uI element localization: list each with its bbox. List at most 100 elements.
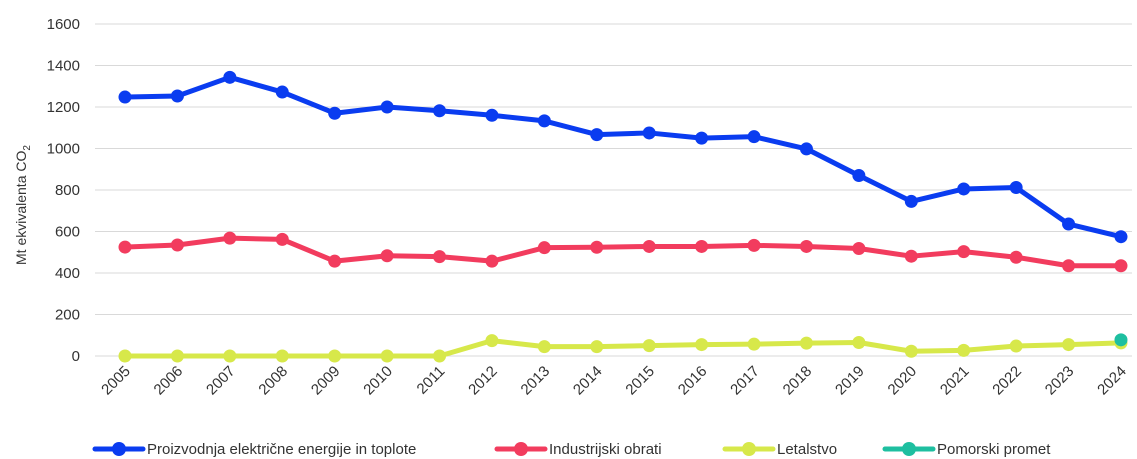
data-point: [485, 108, 499, 122]
data-point: [223, 349, 237, 363]
y-tick-label: 200: [55, 307, 80, 324]
x-tick-label: 2008: [255, 363, 291, 399]
data-point: [957, 182, 971, 196]
data-point: [1114, 230, 1128, 244]
y-tick-label: 800: [55, 182, 80, 199]
y-tick-label: 1000: [47, 141, 80, 158]
data-point: [170, 89, 184, 103]
data-point: [1009, 339, 1023, 353]
y-tick-label: 600: [55, 224, 80, 241]
data-point: [642, 339, 656, 353]
y-tick-label: 0: [72, 348, 80, 365]
x-tick-label: 2006: [151, 363, 187, 399]
data-point: [904, 249, 918, 263]
x-tick-label: 2016: [675, 363, 711, 399]
series-line: [122, 74, 1124, 240]
data-point: [1062, 217, 1076, 231]
data-point: [433, 104, 447, 118]
data-point: [799, 142, 813, 156]
data-point: [485, 334, 499, 348]
data-point: [590, 128, 604, 142]
data-point: [328, 349, 342, 363]
data-point: [799, 239, 813, 253]
data-point: [747, 337, 761, 351]
legend-swatch-marker: [902, 442, 916, 456]
x-tick-label: 2019: [832, 363, 868, 399]
legend-label: Pomorski promet: [937, 441, 1051, 458]
data-point: [223, 70, 237, 84]
data-point: [852, 242, 866, 256]
legend-item-0: Proizvodnja električne energije in toplo…: [92, 441, 416, 458]
data-point: [380, 249, 394, 263]
x-tick-label: 2010: [360, 363, 396, 399]
y-tick-label: 1200: [47, 99, 80, 116]
x-axis-ticks: 2005 2006 2007 2008 2009 2010 2011 2012 2013 2014…: [98, 363, 1130, 399]
data-point: [1062, 259, 1076, 273]
legend-label: Proizvodnja električne energije in toplo…: [147, 441, 416, 458]
data-point: [275, 232, 289, 246]
data-point: [537, 340, 551, 354]
data-point: [747, 130, 761, 144]
data-point: [485, 254, 499, 268]
data-point: [170, 238, 184, 252]
data-point: [642, 239, 656, 253]
legend-item-3: Pomorski promet: [882, 441, 1051, 458]
data-point: [1062, 338, 1076, 352]
x-tick-label: 2015: [622, 363, 658, 399]
series-line: [122, 338, 1124, 359]
series-1: [118, 231, 1128, 273]
x-tick-label: 2020: [885, 363, 921, 399]
data-point: [328, 106, 342, 120]
x-tick-label: 2022: [989, 363, 1025, 399]
data-point: [380, 349, 394, 363]
data-point: [1114, 259, 1128, 273]
data-point: [904, 344, 918, 358]
x-tick-label: 2023: [1042, 363, 1078, 399]
data-point: [904, 194, 918, 208]
x-tick-label: 2018: [780, 363, 816, 399]
x-tick-label: 2011: [414, 363, 449, 398]
legend-swatch-marker: [112, 442, 126, 456]
data-point: [1009, 250, 1023, 264]
data-point: [799, 336, 813, 350]
data-point: [642, 126, 656, 140]
data-point: [957, 245, 971, 259]
x-tick-label: 2014: [570, 363, 606, 399]
data-point: [328, 254, 342, 268]
data-point: [433, 349, 447, 363]
data-point: [537, 241, 551, 255]
grid-lines: [95, 23, 1132, 357]
x-tick-label: 2021: [937, 363, 973, 399]
data-point: [590, 340, 604, 354]
data-point: [852, 336, 866, 350]
y-tick-label: 1600: [47, 16, 80, 33]
data-point: [1114, 333, 1128, 347]
series-3: [1114, 333, 1128, 347]
data-point: [118, 349, 132, 363]
data-point: [747, 238, 761, 252]
y-axis-label: Mt ekvivalenta CO2: [13, 145, 33, 265]
series-2: [118, 334, 1128, 363]
y-tick-label: 1400: [47, 58, 80, 75]
series-0: [118, 70, 1128, 244]
data-point: [852, 168, 866, 182]
data-point: [695, 239, 709, 253]
legend-label: Letalstvo: [777, 441, 837, 458]
legend-swatch-marker: [514, 442, 528, 456]
data-point: [170, 349, 184, 363]
y-tick-label: 400: [55, 265, 80, 282]
x-tick-label: 2005: [98, 363, 134, 399]
data-point: [957, 343, 971, 357]
x-tick-label: 2007: [203, 363, 239, 399]
y-axis-ticks: 0 200 400 600 800 1000 1200 1400 1600: [47, 16, 80, 365]
legend-swatch-marker: [742, 442, 756, 456]
data-point: [433, 250, 447, 264]
x-tick-label: 2024: [1094, 363, 1130, 399]
data-point: [1009, 181, 1023, 195]
data-point: [118, 240, 132, 254]
data-point: [223, 231, 237, 245]
x-tick-label: 2012: [465, 363, 501, 399]
legend-item-2: Letalstvo: [722, 441, 837, 458]
